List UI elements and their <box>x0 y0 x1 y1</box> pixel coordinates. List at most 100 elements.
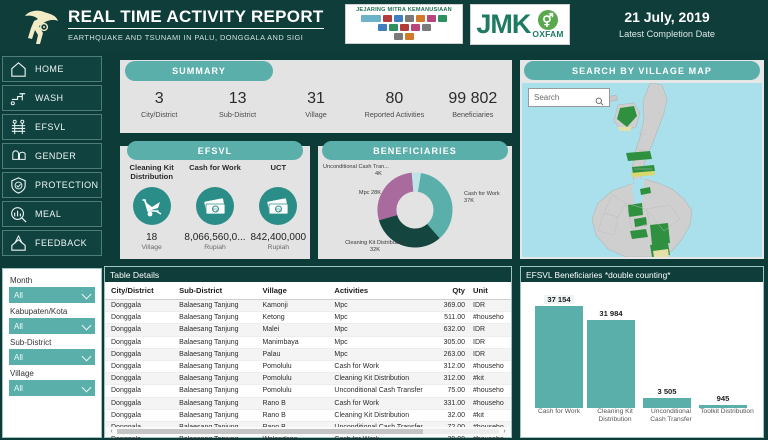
sidebar-item-wash[interactable]: WASH <box>2 85 102 111</box>
cell-qty: 369.00 <box>443 302 466 310</box>
partner-chip <box>427 15 436 22</box>
donut-svg <box>377 172 453 248</box>
efsvl-column-unit: Village <box>141 244 162 251</box>
cell-unit: IDR <box>473 326 486 334</box>
cell-city: Donggala <box>111 411 141 419</box>
column-header-subdistrict[interactable]: Sub-District <box>179 286 223 295</box>
bar-value-label: 37 154 <box>544 295 574 304</box>
page-subtitle: EARTHQUAKE AND TSUNAMI IN PALU, DONGGALA… <box>68 33 304 42</box>
bar-cash-for-work[interactable]: 37 154 <box>535 295 583 408</box>
cell-unit: #househo <box>473 363 504 371</box>
scroll-left-icon[interactable]: ‹ <box>110 428 113 435</box>
sidebar-item-feedback[interactable]: FEEDBACK <box>2 230 102 256</box>
efsvl-column-title: Cash for Work <box>189 163 241 172</box>
column-header-qty[interactable]: Qty <box>452 286 466 295</box>
partner-chip <box>410 24 420 31</box>
cell-activity: Mpc <box>334 314 348 322</box>
table-row[interactable]: Donggala Balaesang Tanjung Palau Mpc 263… <box>105 348 511 361</box>
filter-select-kabupaten[interactable]: All <box>9 318 95 334</box>
partner-network-title: JEJARING MITRA KEMANUSIAAN <box>356 7 452 13</box>
sidebar-item-label: PROTECTION <box>35 180 99 190</box>
cell-unit: #kit <box>473 375 484 383</box>
search-input[interactable]: Search <box>534 93 560 102</box>
bar-category-label: Unconditional Cash Transfer <box>650 408 692 424</box>
table-row[interactable]: Donggala Balaesang Tanjung Pomolulu Clea… <box>105 373 511 386</box>
bar-toolkit-distribution[interactable]: 945 <box>699 394 747 408</box>
column-header-unit[interactable]: Unit <box>473 286 488 295</box>
summary-pill: SUMMARY <box>125 61 273 81</box>
cell-subdistrict: Balaesang Tanjung <box>179 326 239 334</box>
map-pill: SEARCH BY VILLAGE MAP <box>524 61 760 80</box>
filter-panel: Month All Kabupaten/Kota All Sub-Distric… <box>2 268 102 438</box>
bar-rect <box>699 405 747 408</box>
filter-label-month: Month <box>10 276 33 285</box>
column-header-activities[interactable]: Activities <box>334 286 369 295</box>
cell-unit: #househo <box>473 314 504 322</box>
cell-city: Donggala <box>111 363 141 371</box>
cell-unit: IDR <box>473 338 486 346</box>
table-row[interactable]: Donggala Balaesang Tanjung Pomolulu Cash… <box>105 361 511 374</box>
map-search-box[interactable]: Search <box>528 88 610 107</box>
table-row[interactable]: Donggala Balaesang Tanjung Rano B Cleani… <box>105 410 511 422</box>
bar-chart-plot: 37 154 31 984 3 505 945 <box>531 288 753 408</box>
cell-unit: #kit <box>473 411 484 419</box>
cell-subdistrict: Balaesang Tanjung <box>179 314 239 322</box>
chevron-down-icon <box>81 320 92 331</box>
sidebar-item-home[interactable]: HOME <box>2 56 102 82</box>
table-horizontal-scrollbar[interactable]: ‹ › <box>106 427 510 436</box>
svg-text:Rp: Rp <box>213 207 219 212</box>
cell-city: Donggala <box>111 302 141 310</box>
sidebar-item-protection[interactable]: PROTECTION <box>2 172 102 198</box>
bar-category-label: Toolkit Distribution <box>700 408 754 415</box>
partner-logo-row <box>346 15 462 22</box>
beneficiaries-donut-chart: Unconditional Cash Tran... 4K Mpc 28K Ca… <box>318 162 512 259</box>
partner-chip <box>405 15 414 22</box>
column-header-city[interactable]: City/District <box>111 286 154 295</box>
filter-select-subdistrict[interactable]: All <box>9 349 95 365</box>
cell-activity: Cash for Work <box>334 436 379 440</box>
scrollbar-thumb[interactable] <box>117 429 423 434</box>
scrollbar-track[interactable] <box>117 429 499 434</box>
column-header-village[interactable]: Village <box>262 286 287 295</box>
table-row[interactable]: Donggala Balaesang Tanjung Manimbaya Mpc… <box>105 337 511 349</box>
bar-cleaning-kit[interactable]: 31 984 <box>587 309 635 408</box>
cell-activity: Mpc <box>334 302 348 310</box>
cell-village: Palau <box>262 350 281 358</box>
table-row[interactable]: Donggala Balaesang Tanjung Malei Mpc 632… <box>105 324 511 337</box>
chevron-down-icon <box>81 382 92 393</box>
efsvl-column-unit: Rupiah <box>204 244 226 251</box>
cell-qty: 632.00 <box>443 326 466 334</box>
sidebar-item-meal[interactable]: MEAL <box>2 201 102 227</box>
sidebar-item-label: WASH <box>35 93 64 103</box>
efsvl-column-unit: Rupiah <box>267 244 290 251</box>
filter-select-village[interactable]: All <box>9 380 95 396</box>
village-map[interactable]: Search <box>522 83 762 257</box>
bar-unconditional-cash-transfer[interactable]: 3 505 <box>643 387 691 408</box>
cell-city: Donggala <box>111 338 141 346</box>
chevron-down-icon <box>81 351 92 362</box>
table-row[interactable]: Donggala Balaesang Tanjung Kamonji Mpc 3… <box>105 300 511 313</box>
cell-subdistrict: Balaesang Tanjung <box>179 363 239 371</box>
table-row[interactable]: Donggala Balaesang Tanjung Ketong Mpc 51… <box>105 312 511 325</box>
donut-label-cash-for-work: Cash for Work 37K <box>464 191 500 204</box>
efsvl-pill: EFSVL <box>127 141 303 160</box>
scroll-right-icon[interactable]: › <box>503 428 506 435</box>
cell-city: Donggala <box>111 314 141 322</box>
cell-qty: 331.00 <box>443 399 466 407</box>
cell-subdistrict: Balaesang Tanjung <box>179 302 239 310</box>
sidebar-item-gender[interactable]: GENDER <box>2 143 102 169</box>
table-row[interactable]: Donggala Balaesang Tanjung Rano B Cash f… <box>105 397 511 410</box>
cell-unit: #househo <box>473 399 504 407</box>
table-row[interactable]: Donggala Balaesang Tanjung Pomolulu Unco… <box>105 385 511 398</box>
sidebar-item-efsvl[interactable]: EFSVL <box>2 114 102 140</box>
table-row[interactable]: Donggala Balaesang Tanjung Walandano Cas… <box>105 434 511 440</box>
partner-logo-row <box>346 33 462 40</box>
cell-village: Manimbaya <box>262 338 299 346</box>
sidebar-item-label: FEEDBACK <box>35 238 88 248</box>
kpi-city-district: 3 City/District <box>120 90 198 119</box>
filter-select-month[interactable]: All <box>9 287 95 303</box>
cell-activity: Mpc <box>334 326 348 334</box>
summary-kpis: 3 City/District 13 Sub-District 31 Villa… <box>120 90 512 119</box>
cell-qty: 305.00 <box>443 338 466 346</box>
cell-qty: 511.00 <box>444 314 466 322</box>
